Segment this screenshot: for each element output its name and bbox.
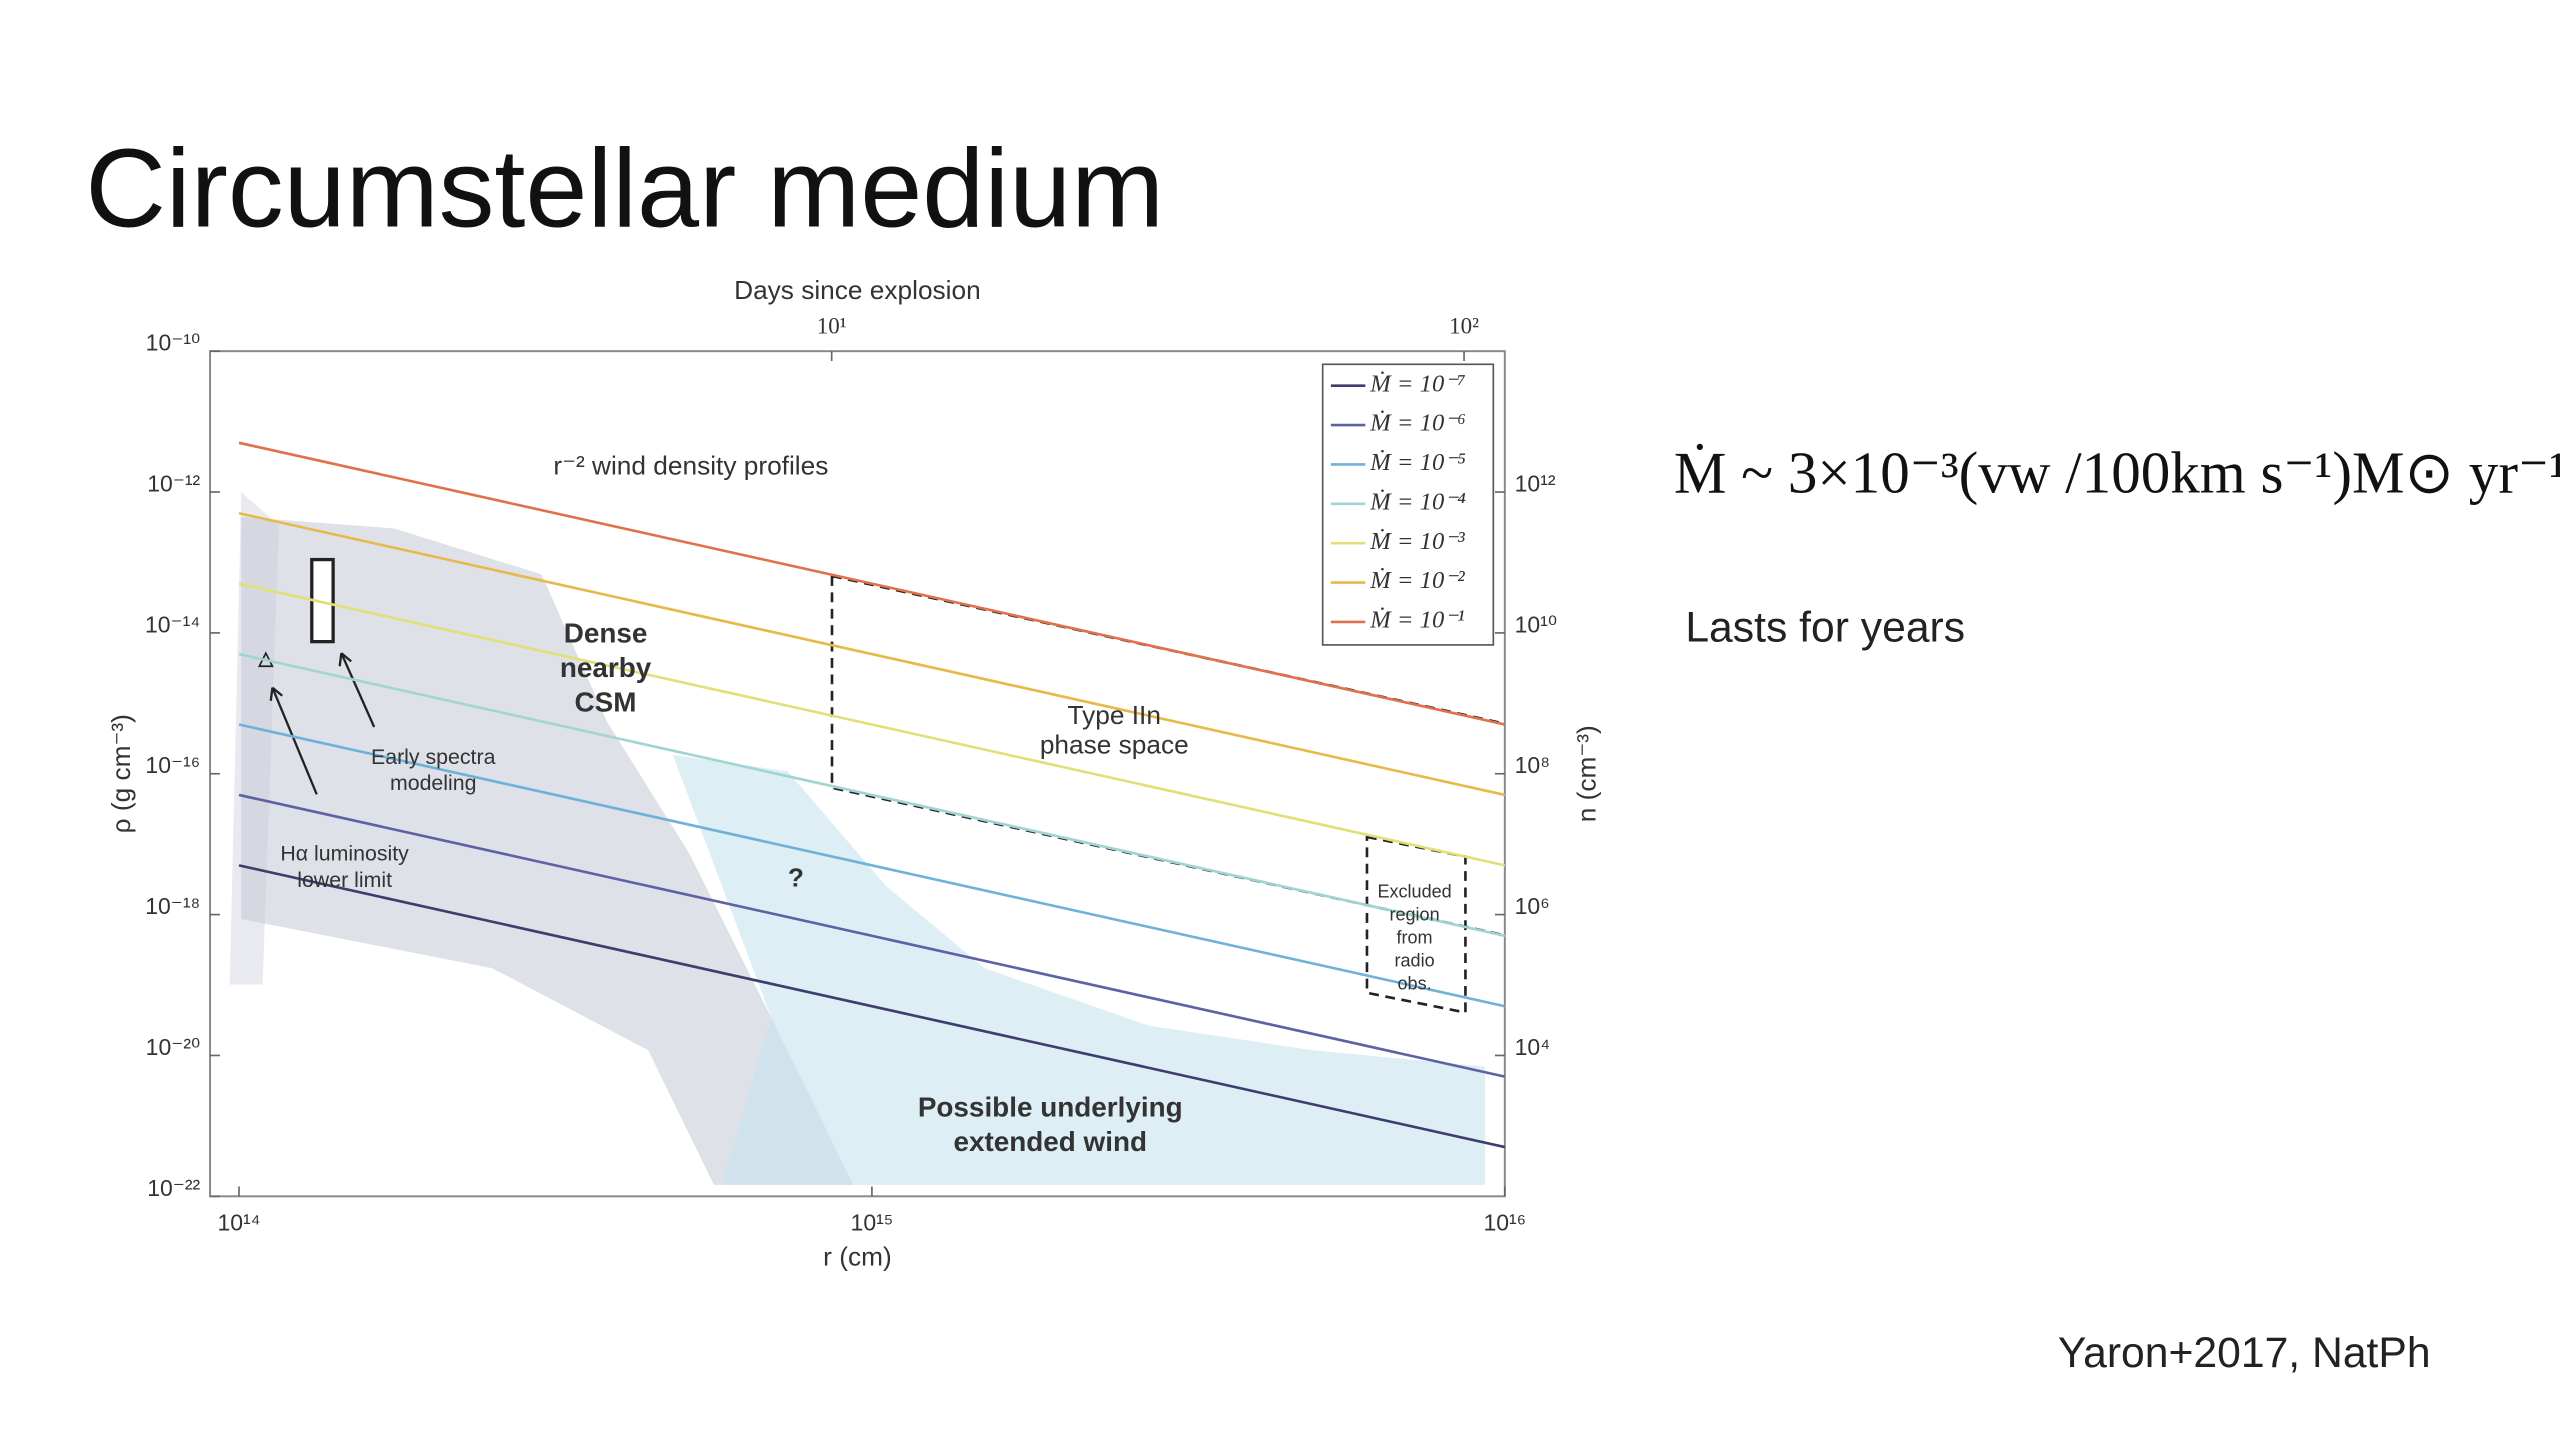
- legend-label: Ṁ = 10⁻⁶: [1369, 410, 1466, 437]
- y2-tick-label: 10⁸: [1515, 752, 1550, 778]
- annotation: Dense: [564, 617, 648, 648]
- x2-tick-label: 10¹: [817, 313, 847, 338]
- legend-label: Ṁ = 10⁻³: [1369, 528, 1465, 555]
- annotation: Hα luminosity: [280, 842, 409, 866]
- series-line: [238, 441, 1506, 726]
- y2-tick-label: 10⁶: [1515, 893, 1550, 919]
- annotation: radio: [1394, 950, 1434, 970]
- x2-tick-label: 10²: [1449, 313, 1479, 338]
- series-line: [238, 793, 1506, 1078]
- iin-region: [830, 574, 1506, 937]
- y-axis-label: ρ (g cm⁻³): [106, 714, 136, 833]
- y2-tick-label: 10¹⁰: [1515, 611, 1557, 637]
- annotation: Possible underlying: [918, 1092, 1183, 1123]
- annotation: lower limit: [297, 868, 392, 892]
- annotation: r⁻² wind density profiles: [553, 451, 828, 481]
- annotation: ?: [788, 863, 804, 893]
- y-tick-label: 10⁻¹⁸: [145, 893, 200, 919]
- legend-label: Ṁ = 10⁻¹: [1369, 607, 1464, 634]
- shade-region: [229, 492, 279, 985]
- x-axis-label: r (cm): [823, 1242, 892, 1272]
- x-tick-label: 10¹⁵: [851, 1209, 894, 1235]
- dense-csm-region: [241, 516, 854, 1185]
- annotation: phase space: [1040, 730, 1189, 760]
- y-tick-label: 10⁻¹⁰: [146, 330, 201, 356]
- series-line: [238, 582, 1506, 867]
- y-tick-label: 10⁻¹⁴: [145, 611, 200, 637]
- annotation: obs.: [1398, 973, 1432, 993]
- legend-label: Ṁ = 10⁻⁴: [1369, 488, 1466, 515]
- annotation: region: [1389, 904, 1439, 924]
- citation: Yaron+2017, NatPh: [2058, 1329, 2431, 1377]
- annotation: extended wind: [953, 1126, 1147, 1157]
- annotation: from: [1397, 927, 1433, 947]
- slide-title: Circumstellar medium: [85, 125, 1164, 250]
- formula: Ṁ ~ 3×10⁻³(vw /100km s⁻¹)M⊙ yr⁻¹: [1674, 440, 2560, 506]
- y2-tick-label: 10⁴: [1515, 1034, 1550, 1060]
- series-line: [238, 864, 1506, 1149]
- annotation: CSM: [575, 686, 637, 717]
- legend-label: Ṁ = 10⁻²: [1369, 567, 1465, 594]
- y2-tick-label: 10¹²: [1515, 471, 1556, 497]
- annotation: Type IIn: [1068, 700, 1161, 730]
- note: Lasts for years: [1685, 603, 1965, 651]
- annotation: modeling: [390, 771, 477, 795]
- legend-label: Ṁ = 10⁻⁷: [1369, 370, 1466, 397]
- x2-axis-label: Days since explosion: [734, 275, 981, 305]
- annotation: nearby: [560, 652, 652, 683]
- x-tick-label: 10¹⁶: [1483, 1209, 1526, 1235]
- legend-label: Ṁ = 10⁻⁵: [1369, 449, 1466, 476]
- series-line: [238, 511, 1506, 797]
- annotation: Early spectra: [371, 745, 496, 769]
- y-tick-label: 10⁻²²: [147, 1175, 200, 1201]
- y-tick-label: 10⁻¹⁶: [145, 752, 200, 778]
- annotation: Excluded: [1377, 881, 1451, 901]
- arrows: [269, 652, 376, 795]
- y-tick-label: 10⁻²⁰: [146, 1034, 201, 1060]
- y2-axis-label: n (cm⁻³): [1571, 725, 1601, 822]
- y-tick-label: 10⁻¹²: [147, 471, 200, 497]
- series-line: [238, 652, 1506, 938]
- x-tick-label: 10¹⁴: [217, 1209, 260, 1235]
- series-line: [238, 723, 1506, 1008]
- extended-wind-region: [672, 754, 1486, 1185]
